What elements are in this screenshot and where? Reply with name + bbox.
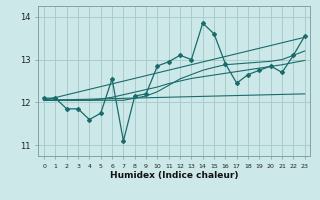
X-axis label: Humidex (Indice chaleur): Humidex (Indice chaleur) xyxy=(110,171,239,180)
